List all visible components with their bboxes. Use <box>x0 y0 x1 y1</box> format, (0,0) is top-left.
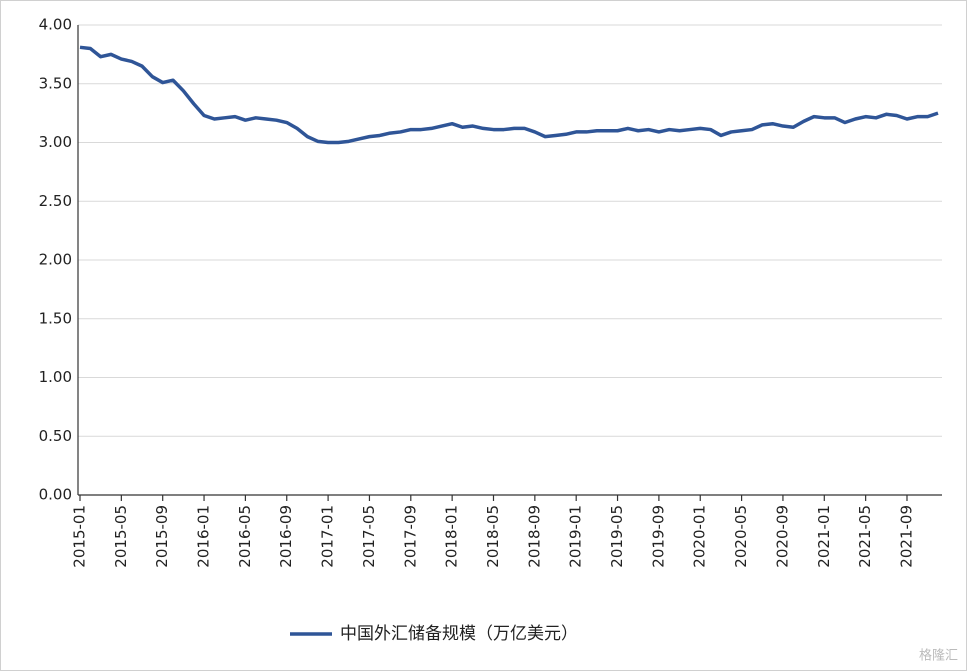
y-tick-label: 4.00 <box>39 16 72 34</box>
watermark: 格隆汇 <box>919 648 958 664</box>
data-line <box>79 45 939 145</box>
x-tick-label: 2020-01 <box>691 505 709 568</box>
x-tick-label: 2016-01 <box>195 505 213 568</box>
x-tick-label: 2018-05 <box>484 505 502 568</box>
x-tick-label: 2021-01 <box>815 505 833 568</box>
x-tick-label: 2015-05 <box>112 505 130 568</box>
x-tick-label: 2019-09 <box>649 505 667 568</box>
y-tick-label: 1.50 <box>39 309 72 327</box>
x-tick-label: 2015-09 <box>153 505 171 568</box>
y-tick-label: 2.50 <box>39 192 72 210</box>
x-tick-label: 2020-05 <box>732 505 750 568</box>
x-tick-label: 2019-01 <box>567 505 585 568</box>
x-tick-label: 2021-09 <box>897 505 915 568</box>
y-tick-label: 1.00 <box>39 368 72 386</box>
legend-label: 中国外汇储备规模（万亿美元） <box>340 624 578 644</box>
y-tick-label: 0.50 <box>39 427 72 445</box>
x-tick-label: 2021-05 <box>856 505 874 568</box>
x-tick-label: 2016-05 <box>236 505 254 568</box>
x-tick-label: 2015-01 <box>71 505 89 568</box>
x-tick-label: 2019-05 <box>608 505 626 568</box>
y-tick-label: 3.50 <box>39 74 72 92</box>
y-tick-label: 2.00 <box>39 251 72 269</box>
x-tick-label: 2017-09 <box>401 505 419 568</box>
x-tick-label: 2016-09 <box>277 505 295 568</box>
x-tick-label: 2020-09 <box>773 505 791 568</box>
y-tick-label: 3.00 <box>39 133 72 151</box>
y-tick-label: 0.00 <box>39 486 72 504</box>
x-tick-label: 2017-05 <box>360 505 378 568</box>
x-tick-label: 2018-09 <box>525 505 543 568</box>
x-tick-label: 2018-01 <box>443 505 461 568</box>
x-tick-label: 2017-01 <box>319 505 337 568</box>
